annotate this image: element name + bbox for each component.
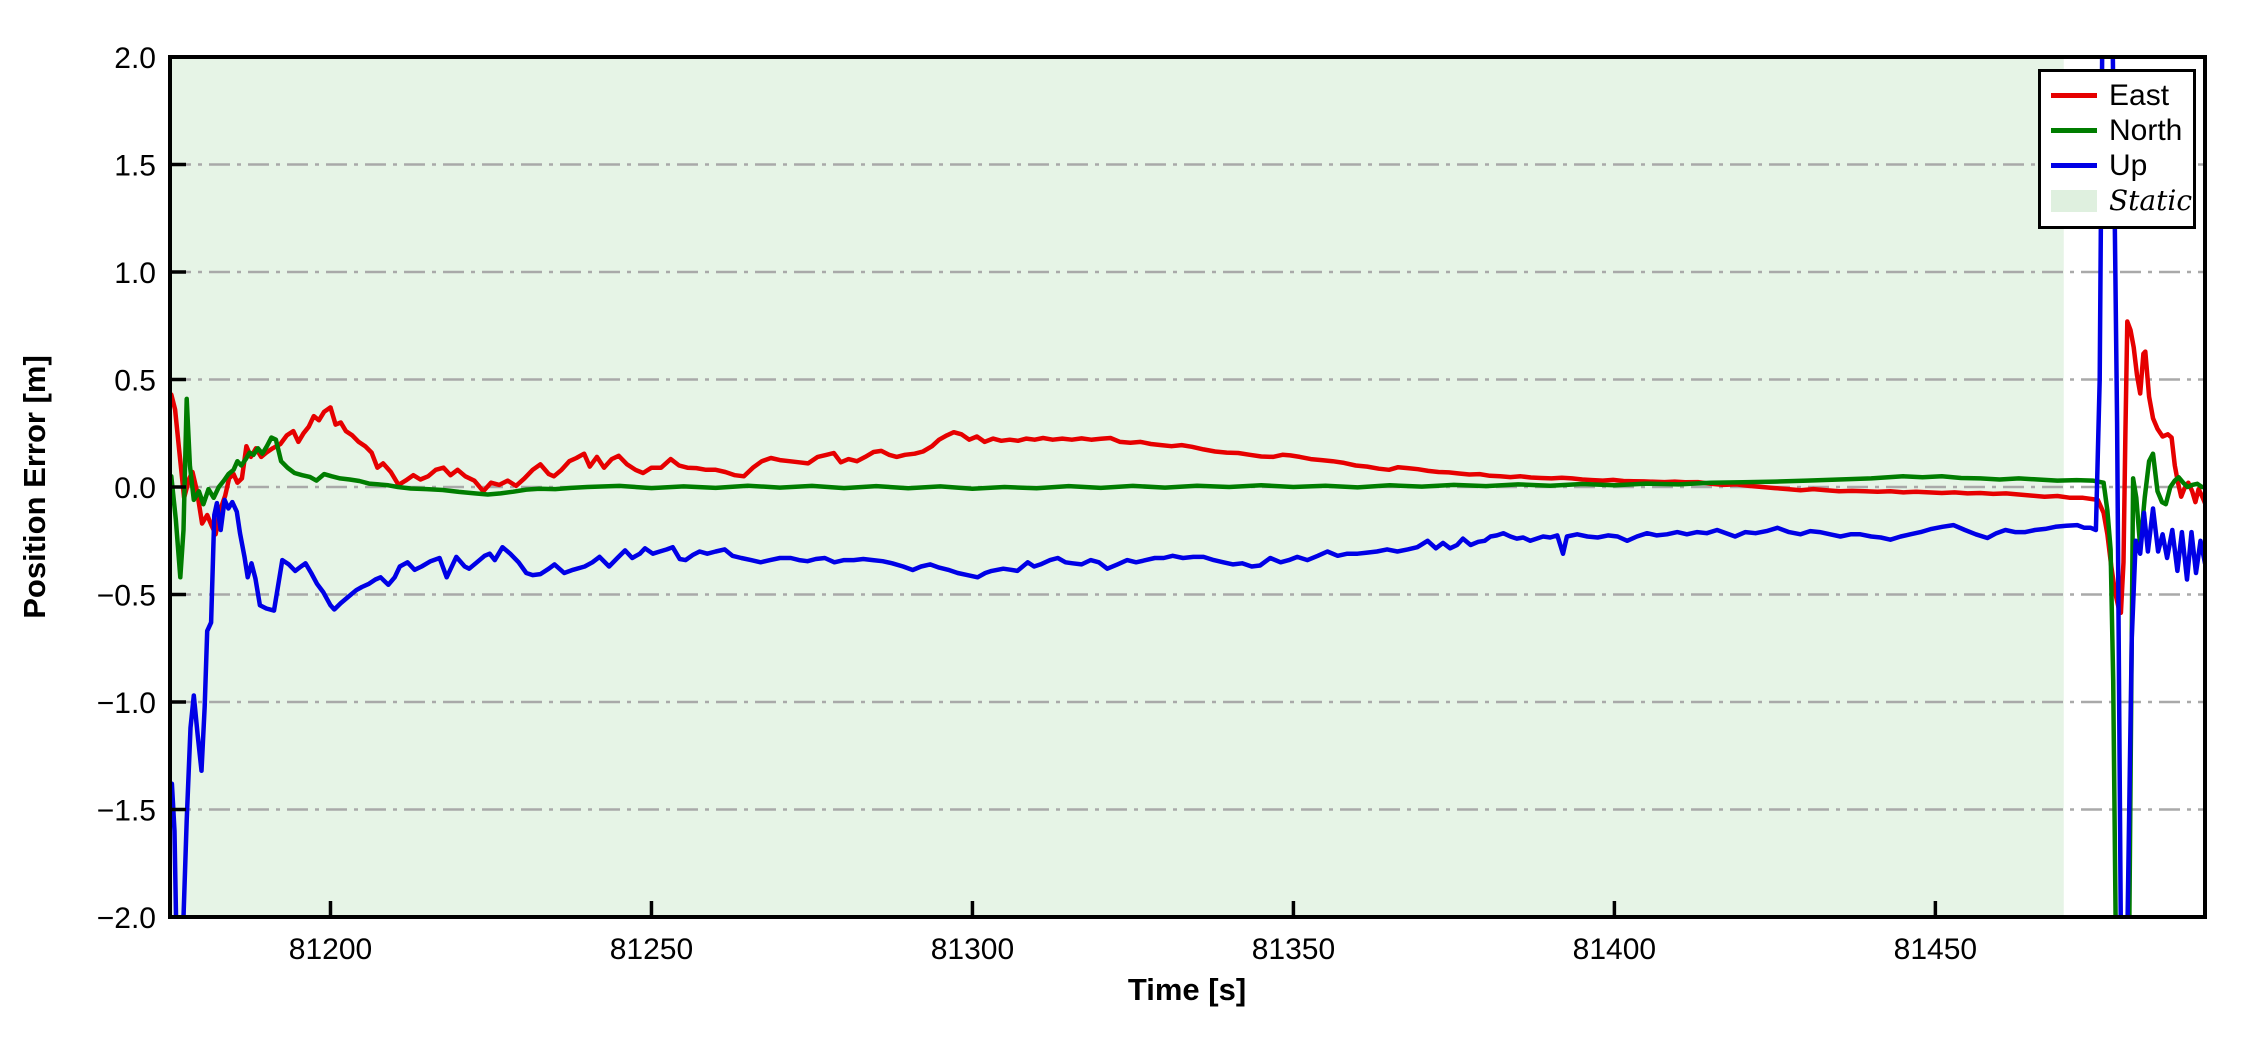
x-tick-label: 81200 <box>289 933 372 966</box>
legend-item-north: North <box>2051 113 2183 148</box>
legend-item-static: Static <box>2051 183 2192 218</box>
legend-item-east: East <box>2051 78 2183 113</box>
series-line-up <box>170 57 2205 917</box>
legend-label-east: East <box>2109 78 2170 112</box>
legend-item-up: Up <box>2051 148 2183 183</box>
tick-labels: 2.0 1.5 1.0 0.5 0.0 −0.5 −1.0 −1.5 −2.0 81200 8125… <box>97 42 1977 966</box>
legend: East North Up Static <box>2038 69 2196 229</box>
legend-swatch-up <box>2051 163 2097 168</box>
legend-swatch-east <box>2051 93 2097 98</box>
y-tick-label: −2.0 <box>97 902 156 935</box>
x-tick-label: 81300 <box>931 933 1014 966</box>
x-tick-label: 81400 <box>1573 933 1656 966</box>
legend-label-north: North <box>2109 113 2183 147</box>
x-tick-label: 81250 <box>610 933 693 966</box>
y-tick-label: 1.0 <box>114 257 156 290</box>
y-tick-label: 0.5 <box>114 365 156 398</box>
x-axis-label: Time [s] <box>1128 972 1246 1007</box>
x-tick-label: 81350 <box>1252 933 1335 966</box>
axis-ticks <box>170 55 1938 919</box>
legend-swatch-north <box>2051 128 2097 133</box>
y-tick-label: 2.0 <box>114 42 156 75</box>
series-line-north <box>170 396 2205 917</box>
y-tick-label: −0.5 <box>97 580 156 613</box>
y-tick-label: −1.0 <box>97 687 156 720</box>
legend-swatch-static <box>2051 189 2097 212</box>
x-tick-label: 81450 <box>1894 933 1977 966</box>
data-lines <box>170 57 2205 917</box>
y-tick-label: −1.5 <box>97 795 156 828</box>
y-tick-label: 1.5 <box>114 150 156 183</box>
legend-label-up: Up <box>2109 148 2148 182</box>
y-tick-label: 0.0 <box>114 472 156 505</box>
legend-label-static: Static <box>2109 184 2193 217</box>
y-axis-label: Position Error [m] <box>17 355 52 619</box>
series-line-east <box>170 319 2205 616</box>
